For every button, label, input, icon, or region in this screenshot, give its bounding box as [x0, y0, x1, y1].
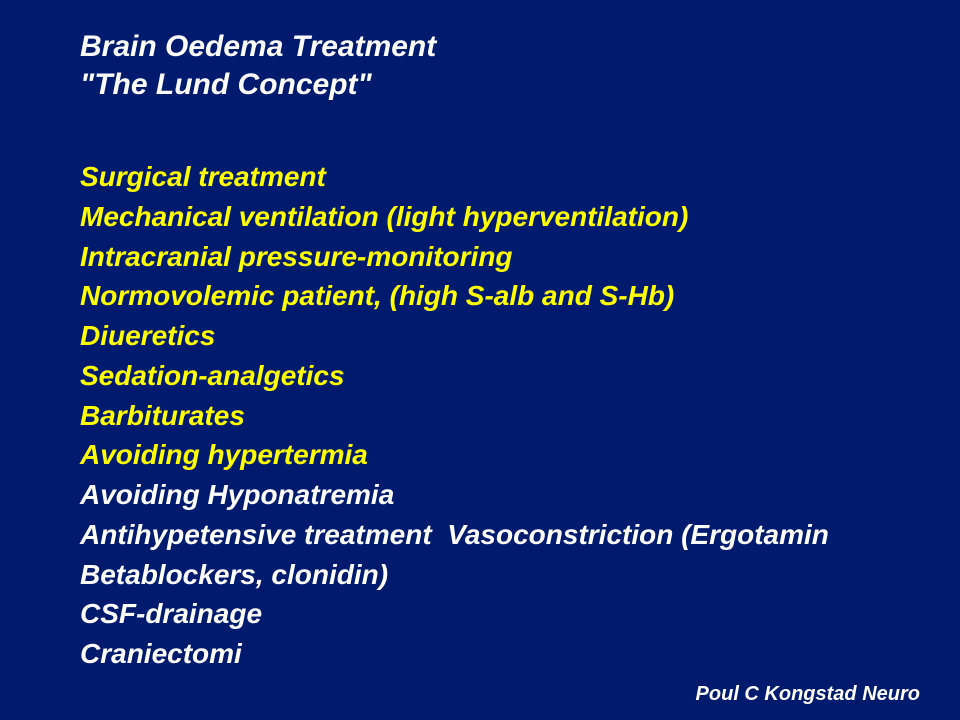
line-icp: Intracranial pressure-monitoring — [80, 237, 960, 277]
title-line-2: "The Lund Concept" — [80, 66, 960, 104]
line-antihypertensive-a: Antihypetensive treatment — [80, 519, 432, 550]
slide: Brain Oedema Treatment "The Lund Concept… — [0, 0, 960, 720]
line-diuretics: Diueretics — [80, 316, 960, 356]
line-csf: CSF-drainage — [80, 594, 960, 634]
line-antihypertensive: Antihypetensive treatment, Vasoconstrict… — [80, 515, 960, 555]
content-block: Surgical treatment Mechanical ventilatio… — [80, 157, 960, 674]
line-craniectomi: Craniectomi — [80, 634, 960, 674]
line-sedation: Sedation-analgetics — [80, 356, 960, 396]
line-normovolemic: Normovolemic patient, (high S-alb and S-… — [80, 276, 960, 316]
title-block: Brain Oedema Treatment "The Lund Concept… — [80, 28, 960, 103]
line-betablockers: Betablockers, clonidin) — [80, 555, 960, 595]
line-barbiturates: Barbiturates — [80, 396, 960, 436]
line-hyponatremia: Avoiding Hyponatremia — [80, 475, 960, 515]
footer-author: Poul C Kongstad Neuro — [696, 683, 920, 706]
line-surgical: Surgical treatment — [80, 157, 960, 197]
line-ventilation: Mechanical ventilation (light hyperventi… — [80, 197, 960, 237]
title-line-1: Brain Oedema Treatment — [80, 28, 960, 66]
line-hypertermia: Avoiding hypertermia — [80, 435, 960, 475]
line-antihypertensive-b: Vasoconstriction (Ergotamin — [439, 519, 828, 550]
